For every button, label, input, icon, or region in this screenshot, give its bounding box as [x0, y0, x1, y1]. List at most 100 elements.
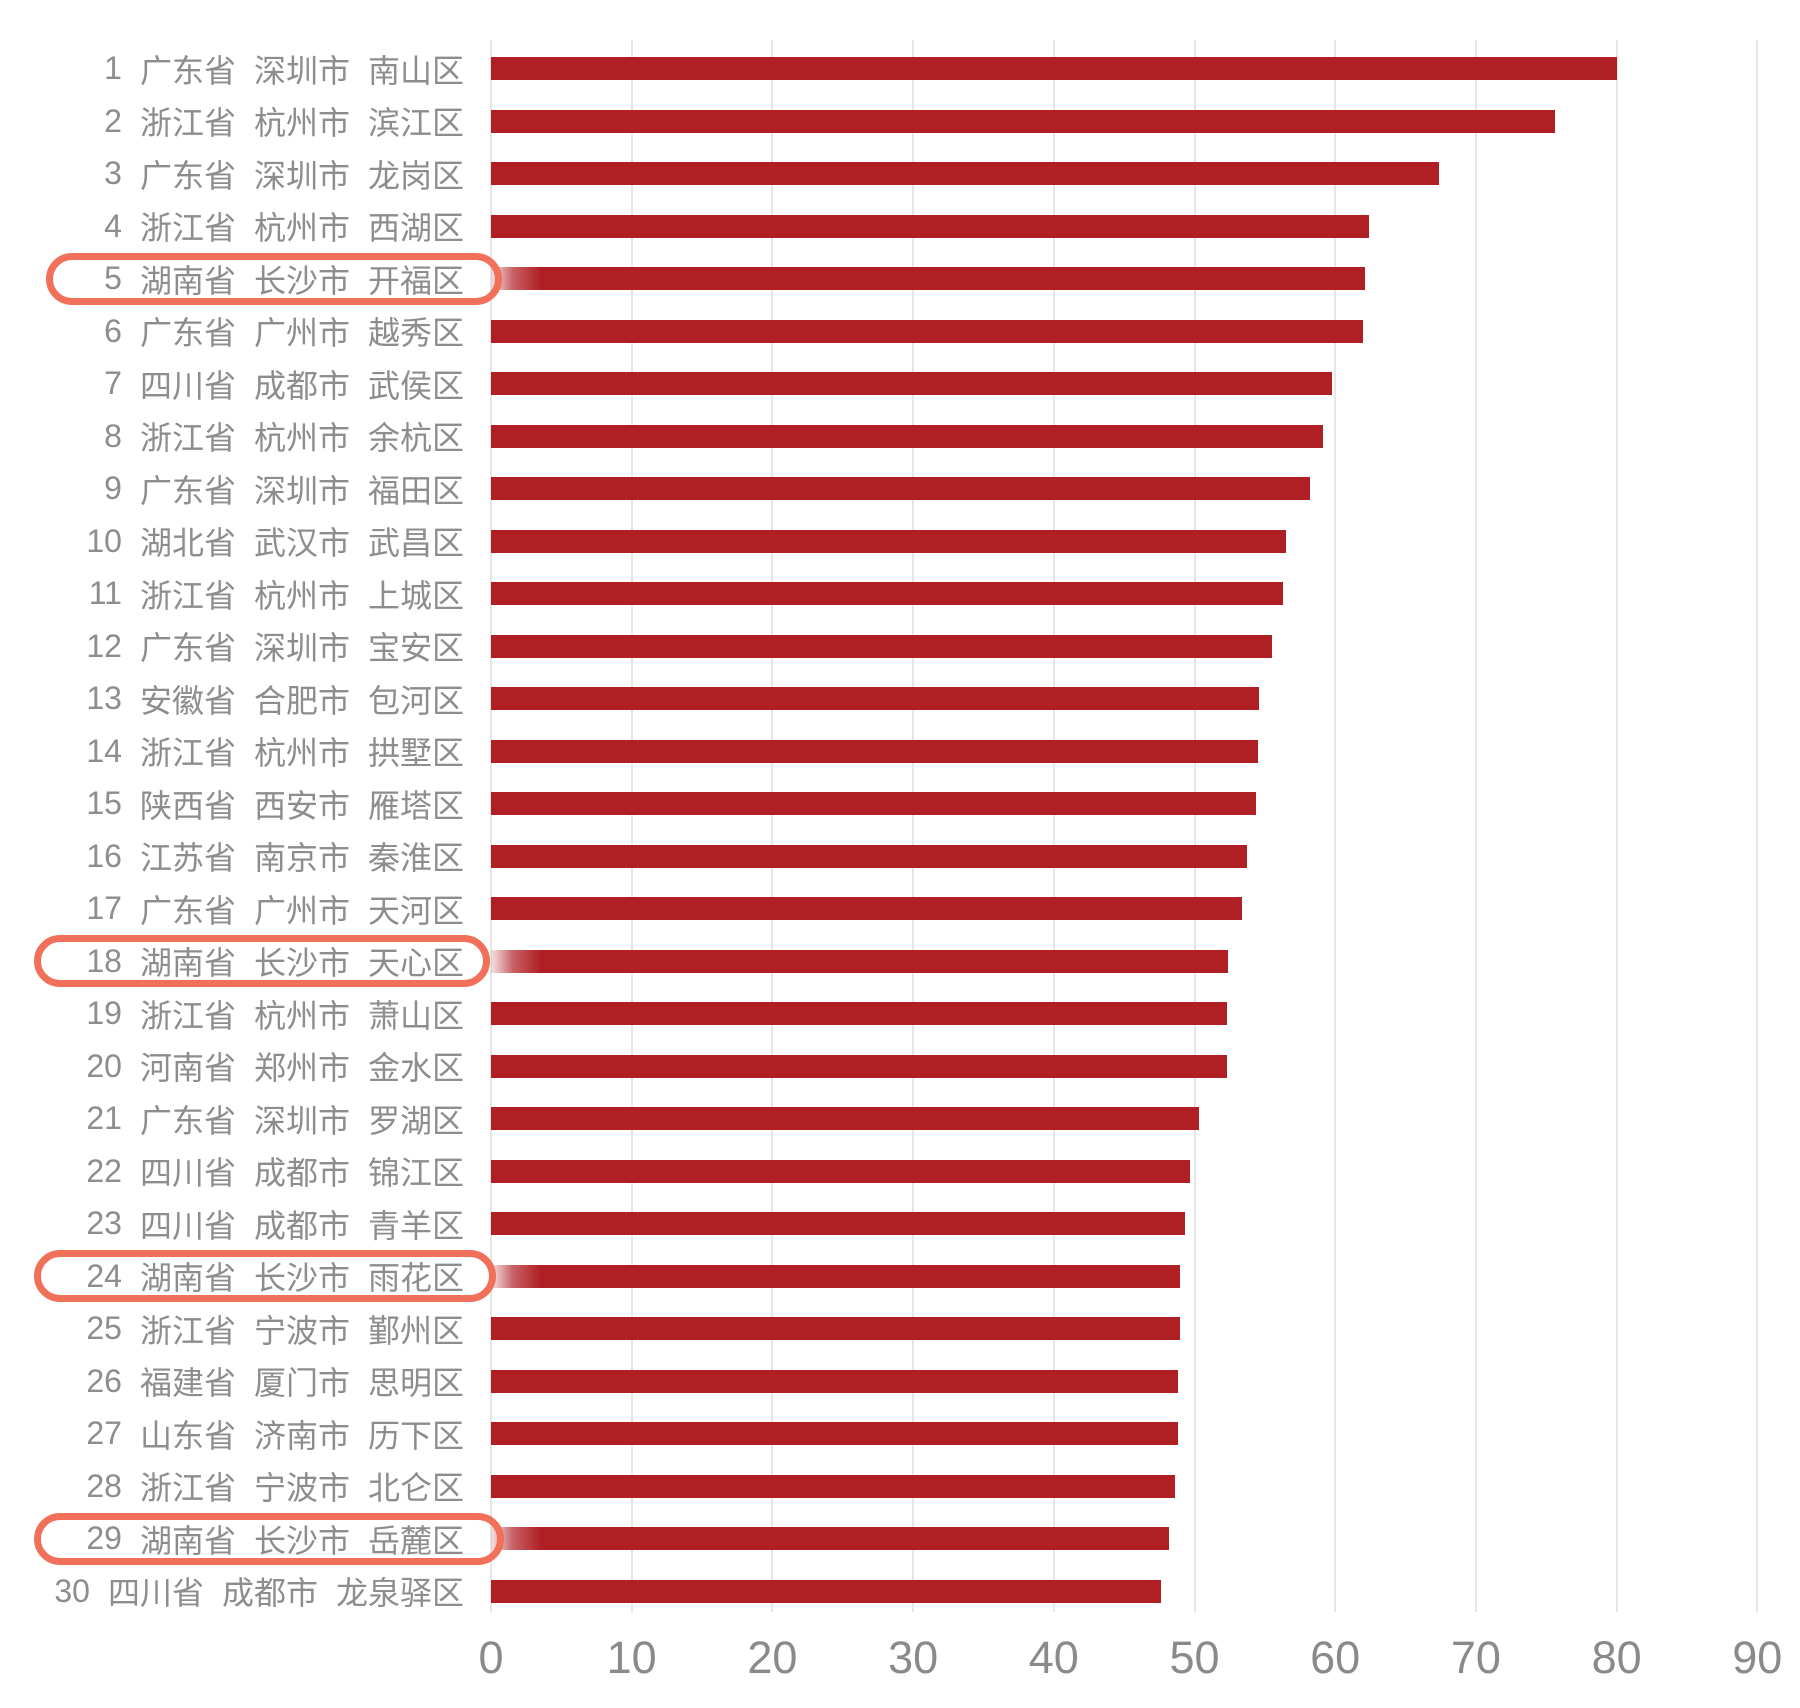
row-city: 南京市	[253, 840, 350, 876]
bar	[491, 109, 1555, 133]
row-district: 秦淮区	[367, 840, 464, 876]
highlight-circle	[34, 1250, 496, 1302]
bar	[491, 1054, 1227, 1078]
bar	[491, 477, 1310, 500]
row-district: 天心区	[367, 945, 464, 981]
row-city: 长沙市	[253, 1260, 350, 1296]
row-province: 安徽省	[139, 682, 236, 719]
row-district: 历下区	[367, 1417, 464, 1454]
row-rank: 4	[104, 207, 122, 244]
row-city: 长沙市	[253, 945, 350, 981]
row-rank: 17	[86, 890, 122, 926]
row-city: 西安市	[253, 787, 350, 824]
row-district: 越秀区	[367, 315, 464, 351]
x-tick-label: 0	[478, 1632, 504, 1683]
row-city: 成都市	[253, 1155, 350, 1191]
row-label: 11 浙江省 杭州市 上城区	[0, 568, 464, 620]
row-city: 成都市	[253, 1207, 350, 1244]
row-rank: 21	[86, 1100, 122, 1136]
row-rank: 28	[86, 1467, 122, 1504]
row-label: 8 浙江省 杭州市 余杭区	[0, 410, 464, 462]
row-province: 浙江省	[139, 577, 236, 614]
gridline	[771, 40, 774, 1612]
row-city: 武汉市	[253, 525, 350, 561]
bar	[491, 1317, 1181, 1340]
row-province: 四川省	[139, 1207, 236, 1244]
row-city: 杭州市	[253, 997, 350, 1034]
row-rank: 27	[86, 1415, 122, 1451]
row-district: 上城区	[367, 577, 464, 614]
row-province: 湖南省	[139, 945, 236, 981]
x-tick-label: 40	[1028, 1632, 1079, 1683]
row-rank: 16	[86, 837, 122, 874]
row-rank: 30	[54, 1572, 90, 1609]
row-label: 27 山东省 济南市 历下区	[0, 1408, 464, 1460]
x-tick-label: 90	[1732, 1632, 1783, 1683]
row-rank: 22	[86, 1152, 122, 1189]
row-label: 15 陕西省 西安市 雁塔区	[0, 778, 464, 830]
bar	[491, 844, 1247, 868]
row-rank: 13	[86, 680, 122, 716]
row-label: 12 广东省 深圳市 宝安区	[0, 620, 464, 672]
bar	[491, 267, 1365, 290]
bar	[491, 162, 1440, 185]
row-district: 萧山区	[367, 997, 464, 1034]
row-city: 郑州市	[253, 1050, 350, 1086]
row-rank: 7	[104, 365, 122, 401]
row-label: 25 浙江省 宁波市 鄞州区	[0, 1303, 464, 1355]
row-label: 7 四川省 成都市 武侯区	[0, 358, 464, 410]
row-rank: 9	[104, 470, 122, 506]
row-province: 四川省	[139, 1155, 236, 1191]
row-label: 6 广东省 广州市 越秀区	[0, 305, 464, 357]
row-rank: 14	[86, 732, 122, 769]
bar	[491, 372, 1333, 395]
row-rank: 29	[86, 1520, 122, 1556]
bar	[491, 949, 1229, 973]
row-label: 16 江苏省 南京市 秦淮区	[0, 830, 464, 882]
row-district: 北仑区	[367, 1470, 464, 1506]
row-label: 5 湖南省 长沙市 开福区	[0, 253, 464, 305]
row-district: 金水区	[367, 1050, 464, 1086]
x-tick-label: 70	[1450, 1632, 1501, 1683]
row-city: 成都市	[221, 1575, 318, 1611]
row-district: 龙岗区	[367, 157, 464, 194]
row-province: 广东省	[139, 1102, 236, 1139]
row-label: 21 广东省 深圳市 罗湖区	[0, 1093, 464, 1145]
row-rank: 26	[86, 1362, 122, 1399]
gridline	[630, 40, 633, 1612]
bar	[491, 1212, 1185, 1235]
row-city: 厦门市	[253, 1365, 350, 1401]
row-province: 湖南省	[139, 1522, 236, 1559]
bar	[491, 1107, 1199, 1130]
row-rank: 12	[86, 627, 122, 664]
row-district: 开福区	[367, 262, 464, 299]
bar	[491, 319, 1364, 343]
bar	[491, 1002, 1227, 1025]
row-district: 雨花区	[367, 1260, 464, 1296]
row-district: 福田区	[367, 472, 464, 509]
row-rank: 5	[104, 260, 122, 296]
highlight-circle	[34, 935, 490, 987]
row-district: 南山区	[367, 52, 464, 89]
row-label: 1 广东省 深圳市 南山区	[0, 43, 464, 95]
gridline	[490, 40, 492, 1612]
x-tick-label: 50	[1169, 1632, 1220, 1683]
row-district: 宝安区	[367, 630, 464, 666]
row-rank: 15	[86, 785, 122, 821]
row-city: 长沙市	[253, 1522, 350, 1559]
gridline	[1474, 40, 1477, 1612]
row-label: 28 浙江省 宁波市 北仑区	[0, 1460, 464, 1512]
row-province: 浙江省	[139, 210, 236, 246]
row-province: 浙江省	[139, 735, 236, 771]
row-city: 宁波市	[253, 1312, 350, 1349]
row-district: 武昌区	[367, 525, 464, 561]
row-label: 3 广东省 深圳市 龙岗区	[0, 148, 464, 200]
bar	[491, 529, 1286, 553]
bar	[491, 1527, 1170, 1550]
row-label: 29 湖南省 长沙市 岳麓区	[0, 1513, 464, 1565]
row-label: 26 福建省 厦门市 思明区	[0, 1355, 464, 1407]
bar	[491, 1264, 1181, 1288]
row-label: 2 浙江省 杭州市 滨江区	[0, 95, 464, 147]
row-label: 14 浙江省 杭州市 拱墅区	[0, 725, 464, 777]
